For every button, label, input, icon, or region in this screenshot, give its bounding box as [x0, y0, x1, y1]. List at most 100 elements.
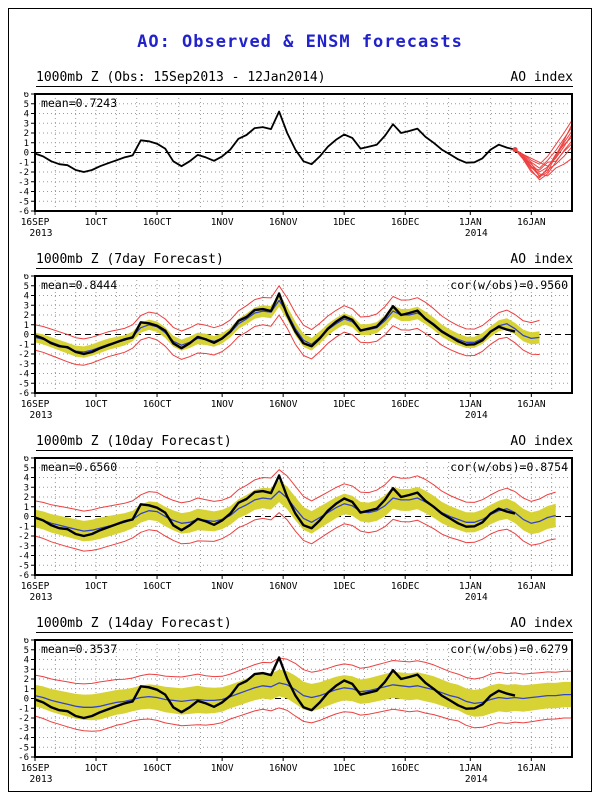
x-tick-label: 16NOV [269, 399, 298, 410]
y-tick-label: 5 [24, 646, 29, 656]
envelope-lower-line [34, 707, 572, 732]
y-tick-label: -1 [18, 704, 29, 714]
observed-line [34, 292, 516, 356]
y-tick-label: -3 [18, 542, 29, 552]
y-tick-label: 1 [24, 685, 29, 695]
x-tick-year-label: 2014 [465, 410, 488, 421]
y-tick-label: 1 [24, 321, 29, 331]
x-tick-label: 16JAN [517, 217, 546, 228]
x-tick-label: 1JAN [459, 581, 482, 592]
y-tick-label: -6 [18, 753, 29, 763]
y-tick-label: 0 [24, 149, 29, 159]
x-tick-label: 16NOV [269, 217, 298, 228]
x-tick-label: 1DEC [333, 217, 356, 228]
y-tick-label: -5 [18, 743, 29, 753]
mean-annotation: mean=0.6560 [41, 460, 117, 474]
y-tick-label: 6 [24, 638, 29, 646]
y-tick-label: -5 [18, 197, 29, 207]
observed-end-marker [512, 146, 518, 153]
y-tick-label: 3 [24, 119, 29, 129]
x-tick-label: 1NOV [211, 581, 234, 592]
y-tick-label: -6 [18, 571, 29, 581]
x-tick-label: 1JAN [459, 399, 482, 410]
y-tick-label: 5 [24, 282, 29, 292]
forecast-member-line [514, 133, 573, 167]
x-tick-label: 16SEP [21, 581, 50, 592]
y-tick-label: -1 [18, 522, 29, 532]
y-tick-label: 2 [24, 129, 29, 139]
forecast-member-line [514, 123, 573, 178]
panel-7day-title: 1000mb Z (7day Forecast) [36, 252, 224, 267]
y-tick-label: -5 [18, 379, 29, 389]
panel-7day-header: 1000mb Z (7day Forecast) AO index [36, 252, 573, 269]
x-tick-label: 1OCT [85, 217, 108, 228]
y-tick-label: 5 [24, 100, 29, 110]
page-title: AO: Observed & ENSM forecasts [137, 32, 463, 52]
y-tick-label: 2 [24, 311, 29, 321]
y-tick-label: -4 [18, 370, 29, 380]
panel-observed-right-label: AO index [510, 70, 573, 85]
y-tick-label: -4 [18, 188, 29, 198]
y-tick-label: -3 [18, 360, 29, 370]
y-tick-label: 0 [24, 695, 29, 705]
y-tick-label: 0 [24, 331, 29, 341]
mean-annotation: mean=0.7243 [41, 96, 117, 110]
y-tick-label: -5 [18, 561, 29, 571]
x-tick-label: 16OCT [143, 581, 172, 592]
x-tick-label: 1OCT [85, 763, 108, 774]
panel-observed-title: 1000mb Z (Obs: 15Sep2013 - 12Jan2014) [36, 70, 326, 85]
panel-observed-header: 1000mb Z (Obs: 15Sep2013 - 12Jan2014) AO… [36, 70, 573, 87]
observed-line [34, 474, 516, 538]
mean-annotation: mean=0.3537 [41, 642, 117, 656]
y-tick-label: -6 [18, 389, 29, 399]
x-tick-label: 16SEP [21, 217, 50, 228]
correlation-annotation: cor(w/obs)=0.6279 [450, 642, 568, 656]
y-tick-label: 1 [24, 139, 29, 149]
y-tick-label: -4 [18, 734, 29, 744]
y-tick-label: 4 [24, 110, 29, 120]
y-tick-label: 6 [24, 274, 29, 282]
forecast-member-line [514, 136, 573, 179]
outer-border [8, 8, 592, 792]
y-tick-label: 2 [24, 675, 29, 685]
x-tick-label: 1NOV [211, 763, 234, 774]
x-tick-year-label: 2013 [30, 774, 53, 785]
y-tick-label: 6 [24, 92, 29, 100]
y-tick-label: -2 [18, 350, 29, 360]
x-tick-label: 16JAN [517, 763, 546, 774]
envelope-upper-line [34, 657, 572, 685]
y-tick-label: 6 [24, 456, 29, 464]
envelope-lower-line [34, 512, 556, 552]
x-tick-year-label: 2014 [465, 228, 488, 239]
x-tick-label: 16OCT [143, 399, 172, 410]
x-tick-label: 16OCT [143, 763, 172, 774]
x-tick-label: 16JAN [517, 581, 546, 592]
x-tick-label: 1JAN [459, 217, 482, 228]
mean-annotation: mean=0.8444 [41, 278, 117, 292]
y-tick-label: -3 [18, 724, 29, 734]
x-tick-label: 1DEC [333, 581, 356, 592]
x-tick-label: 1NOV [211, 399, 234, 410]
correlation-annotation: cor(w/obs)=0.9560 [450, 278, 568, 292]
y-tick-label: -2 [18, 714, 29, 724]
x-tick-year-label: 2014 [465, 592, 488, 603]
panel-7day-right-label: AO index [510, 252, 573, 267]
x-tick-label: 16DEC [391, 399, 420, 410]
envelope-upper-line [34, 469, 556, 512]
x-tick-label: 16JAN [517, 399, 546, 410]
observed-line [34, 110, 516, 173]
x-tick-label: 16DEC [391, 581, 420, 592]
x-tick-year-label: 2013 [30, 228, 53, 239]
y-tick-label: 5 [24, 464, 29, 474]
ensemble-mean-line [34, 682, 572, 708]
y-tick-label: -2 [18, 168, 29, 178]
x-tick-label: 1OCT [85, 581, 108, 592]
panel-10day-right-label: AO index [510, 434, 573, 449]
x-tick-label: 1OCT [85, 399, 108, 410]
x-tick-label: 16NOV [269, 763, 298, 774]
panel-10day-header: 1000mb Z (10day Forecast) AO index [36, 434, 573, 451]
